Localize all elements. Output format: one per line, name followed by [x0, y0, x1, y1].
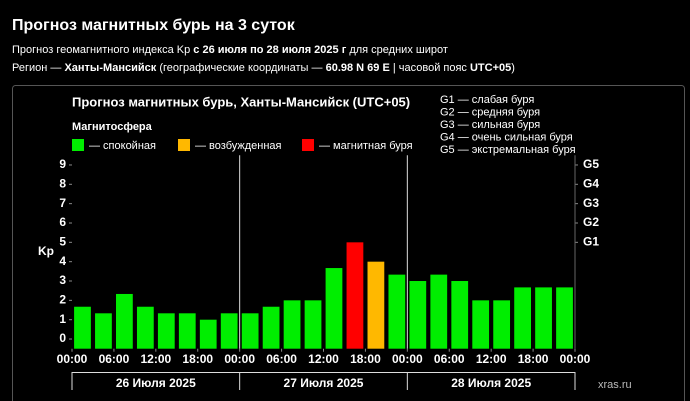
storm-scale-item: G1 — слабая буря	[440, 94, 534, 106]
y2-tick-label: G1	[583, 235, 599, 249]
text-part: (географические координаты —	[156, 62, 326, 74]
text-part: UTC+05	[469, 62, 512, 74]
bar	[241, 313, 259, 349]
storm-scale-item: G5 — экстремальная буря	[440, 144, 576, 156]
bar	[74, 306, 91, 349]
bar	[95, 313, 112, 349]
x-tick-label: 18:00	[350, 352, 381, 366]
subtitle: Прогноз геомагнитного индекса Kp с 26 ию…	[12, 44, 448, 56]
text-part: Ханты-Мансийск	[64, 62, 157, 74]
bar	[178, 313, 196, 349]
y2-tick-label: G5	[583, 157, 599, 171]
bar	[157, 313, 175, 349]
x-tick-label: 18:00	[518, 352, 549, 366]
bar	[451, 281, 469, 349]
y-axis-label: Kp	[38, 244, 54, 258]
bar	[304, 300, 322, 349]
bar	[388, 274, 406, 349]
legend-swatch	[302, 139, 314, 151]
bar	[136, 306, 154, 349]
bar	[472, 300, 490, 349]
y-tick-label: 8	[59, 176, 66, 190]
day-label: 27 Июля 2025	[284, 376, 364, 390]
y-tick-label: 6	[59, 215, 66, 229]
legend-label: — магнитная буря	[319, 140, 413, 152]
text-part: с 26 июля по 28 июля 2025 г	[193, 44, 347, 56]
x-tick-label: 06:00	[434, 352, 465, 366]
x-tick-label: 12:00	[476, 352, 507, 366]
bar	[116, 293, 133, 349]
x-tick-label: 00:00	[392, 352, 423, 366]
chart-title: Прогноз магнитных бурь, Ханты-Мансийск (…	[72, 94, 410, 109]
bar	[346, 242, 364, 349]
x-tick-label: 18:00	[182, 352, 213, 366]
chart-panel	[12, 85, 685, 401]
bar	[430, 274, 448, 349]
legend-title: Магнитосфера	[72, 121, 153, 133]
x-tick-label: 06:00	[266, 352, 297, 366]
bar	[325, 268, 343, 349]
watermark: xras.ru	[598, 379, 632, 391]
y-tick-label: 9	[59, 157, 66, 171]
text-part: для средних широт	[346, 44, 448, 56]
text-part: Регион —	[12, 62, 65, 74]
bar	[514, 287, 531, 349]
legend-swatch	[72, 139, 84, 151]
legend-swatch	[178, 139, 190, 151]
bar	[535, 287, 552, 349]
y-tick-label: 2	[59, 293, 66, 307]
day-label: 26 Июля 2025	[116, 376, 196, 390]
bar	[199, 319, 217, 349]
y-tick-label: 1	[59, 312, 66, 326]
bar	[262, 306, 280, 349]
y2-tick-label: G4	[583, 176, 599, 190]
bar	[493, 300, 511, 349]
region: Регион — Ханты-Мансийск (географические …	[12, 62, 515, 74]
text-part: )	[511, 62, 515, 74]
storm-scale-item: G4 — очень сильная буря	[440, 131, 573, 143]
y2-tick-label: G2	[583, 215, 599, 229]
y-tick-label: 4	[59, 254, 66, 268]
y-tick-label: 5	[59, 235, 66, 249]
text-part: 60.98 N 69 E	[325, 62, 390, 74]
y-tick-label: 0	[59, 331, 66, 345]
legend-label: — возбужденная	[195, 140, 282, 152]
x-tick-label: 00:00	[224, 352, 255, 366]
page-title: Прогноз магнитных бурь на 3 суток	[12, 17, 295, 34]
text-part: | часовой пояс	[389, 62, 470, 74]
x-tick-label: 12:00	[308, 352, 339, 366]
bar	[283, 300, 301, 349]
bar	[220, 313, 238, 349]
bar	[556, 287, 573, 349]
x-tick-label: 00:00	[560, 352, 591, 366]
x-tick-label: 00:00	[57, 352, 88, 366]
y-tick-label: 3	[59, 273, 66, 287]
text-part: Прогноз геомагнитного индекса Kp	[12, 44, 194, 56]
storm-scale-item: G2 — средняя буря	[440, 106, 540, 118]
y-tick-label: 7	[59, 196, 66, 210]
day-label: 28 Июля 2025	[451, 376, 531, 390]
x-tick-label: 06:00	[99, 352, 130, 366]
storm-scale-item: G3 — сильная буря	[440, 119, 540, 131]
bar	[409, 281, 427, 349]
legend-label: — спокойная	[89, 140, 156, 152]
x-tick-label: 12:00	[140, 352, 171, 366]
y2-tick-label: G3	[583, 196, 599, 210]
bar	[367, 261, 385, 349]
